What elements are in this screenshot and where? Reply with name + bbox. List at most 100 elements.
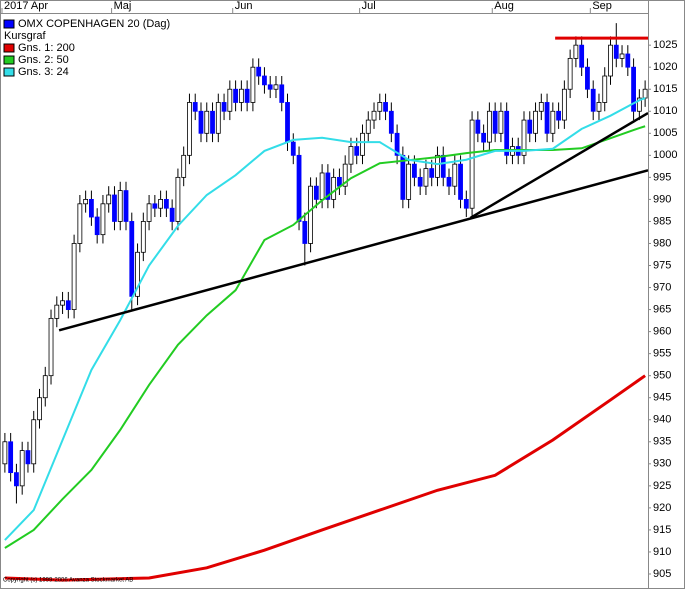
candle-body [406,163,412,200]
candle-body [89,199,94,218]
candle-body [187,102,192,156]
candle-body [412,163,417,178]
candle-body [279,84,285,103]
y-tick-label: 955 [653,348,671,360]
x-tick-label: Maj [114,0,132,12]
candle-body [256,66,262,77]
legend-label: Gns. 3: 24 [18,66,69,78]
candle-body [244,88,250,103]
y-tick-label: 1025 [653,39,677,51]
candle-body [215,102,221,134]
y-tick-label: 935 [653,436,671,448]
y-tick-label: 1000 [653,149,677,161]
candle-body [354,146,360,156]
candle-body [250,66,256,103]
y-tick-label: 985 [653,215,671,227]
legend: OMX COPENHAGEN 20 (Dag) Kursgraf Gns. 1:… [3,18,170,78]
candle-body [388,110,394,134]
candle-body [608,44,613,77]
candle-body [377,102,383,112]
candle-body [527,119,533,134]
y-tick-label: 905 [653,568,671,580]
y-tick-label: 920 [653,502,671,514]
candle-body [394,132,400,156]
y-tick-label: 965 [653,303,671,315]
candle-body [631,66,636,112]
candle-body [112,194,117,222]
candle-body [550,110,556,134]
candle-body [342,163,348,187]
candle-body [561,88,567,121]
y-tick-label: 960 [653,326,671,338]
candle-body [262,75,267,86]
x-tick-label: Aug [494,0,514,12]
candle-body [458,163,463,200]
candle-body [152,203,158,209]
candle-body [463,199,469,209]
legend-swatch [3,67,15,77]
candle-body [596,102,602,112]
candle-body [544,102,550,134]
candle-body [469,119,475,209]
ma-line [4,97,646,541]
candle-body [625,53,631,68]
candle-body [60,300,65,306]
candle-body [383,102,388,112]
candle-body [486,110,492,143]
ma-line [4,125,646,549]
candle-body [348,146,354,165]
candle-body [567,57,573,90]
y-tick-label: 995 [653,171,671,183]
y-tick-label: 980 [653,237,671,249]
candle-body [129,221,135,297]
candle-body [238,88,244,103]
chart-subtitle: Kursgraf [4,30,47,42]
candle-body [175,176,181,222]
ma-line [4,374,646,582]
candle-body [325,172,331,200]
candle-body [267,84,273,90]
candle-body [94,216,100,236]
y-tick-label: 930 [653,458,671,470]
candle-body [227,88,233,112]
candle-body [19,450,25,487]
candle-body [481,132,487,143]
x-tick-label: Jun [235,0,253,12]
y-tick-label: 975 [653,259,671,271]
candle-body [636,97,642,112]
candle-body [590,88,596,112]
candle-body [290,141,296,156]
y-tick-label: 925 [653,480,671,492]
candle-body [169,207,175,222]
y-tick-label: 945 [653,392,671,404]
candle-body [429,168,435,178]
candle-body [181,154,187,178]
candle-body [83,199,89,205]
candle-body [302,221,308,244]
y-tick-label: 1010 [653,105,677,117]
y-tick-label: 940 [653,414,671,426]
y-tick-label: 910 [653,546,671,558]
y-tick-label: 1015 [653,83,677,95]
footer: Copyright (c) 1999-2006 Avanza Stockmark… [3,578,133,584]
candle-body [619,53,625,59]
candle-body [14,472,19,487]
candle-body [435,154,440,178]
candle-body [71,243,77,310]
candle-body [360,132,365,156]
candle-body [475,119,481,134]
candle-body [613,44,619,59]
trend-line [469,111,648,219]
x-tick-label: Sep [592,0,612,12]
candle-body [521,119,527,156]
candle-body [37,397,42,421]
y-tick-label: 1005 [653,127,677,139]
candle-body [42,375,48,399]
candle-body [77,203,83,244]
candle-body [123,190,129,222]
candle-body [2,441,8,465]
y-tick-label: 1020 [653,61,677,73]
candle-body [31,419,37,465]
candle-body [319,172,325,200]
